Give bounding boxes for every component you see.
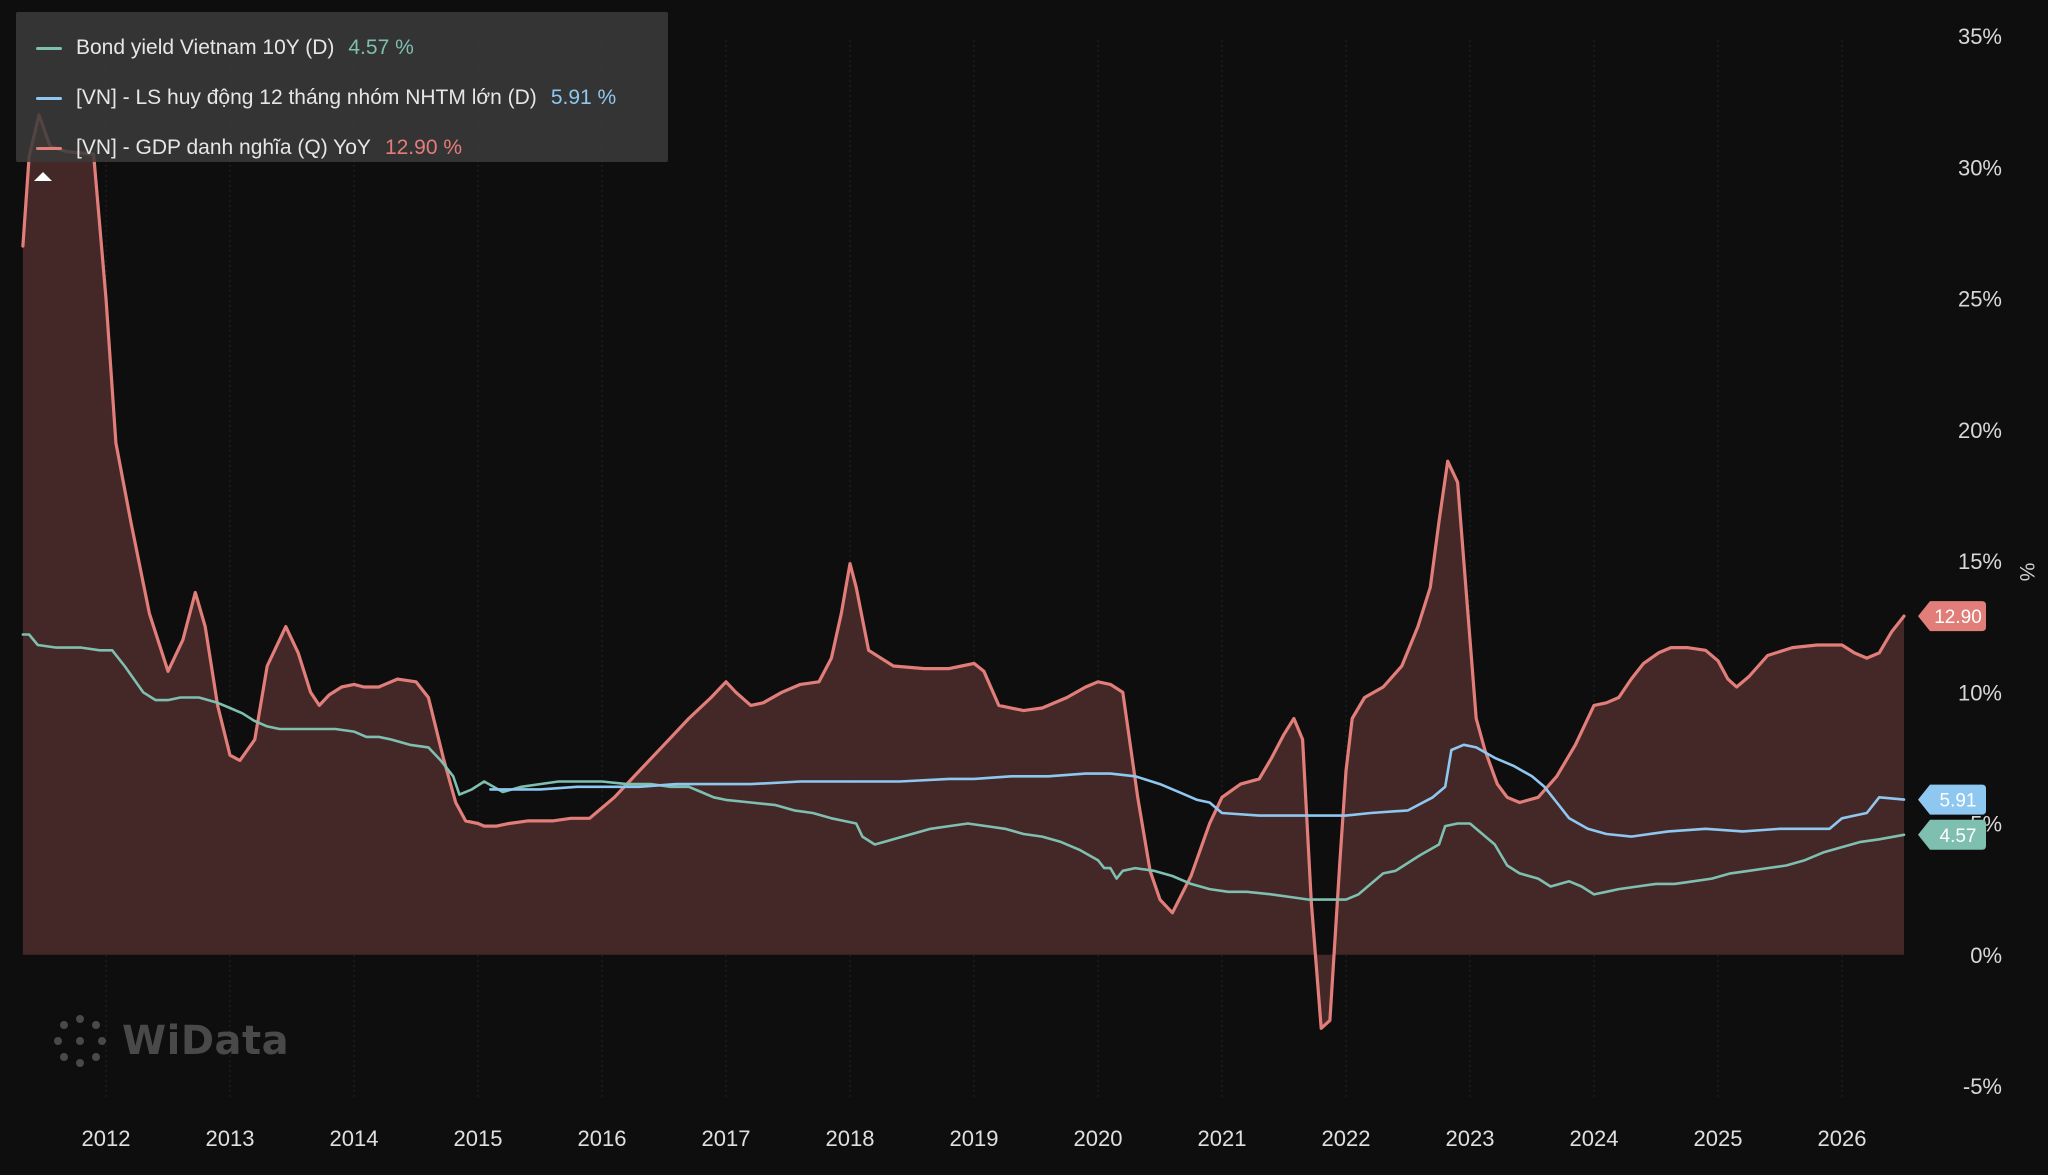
x-tick-label: 2013 <box>206 1126 255 1151</box>
legend-item-bond-yield[interactable]: Bond yield Vietnam 10Y (D) 4.57 % <box>36 33 414 63</box>
legend-value: 5.91 % <box>550 86 617 109</box>
series-line-deposit-rate[interactable] <box>489 743 1906 838</box>
legend-value: 12.90 % <box>384 136 463 159</box>
last-value-badge-shape <box>1918 819 1986 850</box>
last-value-badge-gdp: 12.90 <box>1918 601 1986 632</box>
x-tick-label: 2020 <box>1074 1126 1123 1151</box>
y-tick-label: 35% <box>1958 24 2002 49</box>
x-tick-label: 2012 <box>82 1126 131 1151</box>
x-tick-label: 2021 <box>1198 1126 1247 1151</box>
legend-item-gdp[interactable]: [VN] - GDP danh nghĩa (Q) YoY 12.90 % <box>36 133 462 163</box>
x-tick-label: 2025 <box>1694 1126 1743 1151</box>
y-axis-label: % <box>2015 563 2038 582</box>
y-axis: 35%30%25%20%15%10%5%0%-5% <box>1958 24 2002 1099</box>
x-tick-label: 2017 <box>702 1126 751 1151</box>
collapse-legend-icon[interactable] <box>34 172 52 181</box>
legend-swatch-icon <box>36 146 62 150</box>
last-value-labels: 12.90 5.91 4.57 <box>1918 601 1986 850</box>
x-tick-label: 2019 <box>950 1126 999 1151</box>
y-tick-label: 15% <box>1958 549 2002 574</box>
legend-swatch-icon <box>36 46 62 50</box>
legend: Bond yield Vietnam 10Y (D) 4.57 % [VN] -… <box>16 12 668 162</box>
x-tick-label: 2022 <box>1322 1126 1371 1151</box>
legend-label: [VN] - LS huy động 12 tháng nhóm NHTM lớ… <box>76 86 537 109</box>
last-value-text: 5.91 <box>1940 791 1977 812</box>
x-tick-label: 2026 <box>1818 1126 1867 1151</box>
watermark-text: WiData <box>122 1018 290 1064</box>
y-tick-label: 30% <box>1958 155 2002 180</box>
last-value-badge-bond-yield: 4.57 <box>1918 819 1986 850</box>
last-value-badge-shape <box>1918 601 1986 632</box>
last-value-badge-deposit-rate: 5.91 <box>1918 784 1986 815</box>
x-tick-label: 2023 <box>1446 1126 1495 1151</box>
y-tick-label: 10% <box>1958 680 2002 705</box>
widata-logo-icon <box>54 1015 106 1067</box>
last-value-badge-shape <box>1918 784 1986 815</box>
y-tick-label: 0% <box>1970 943 2002 968</box>
series-line-gdp[interactable] <box>21 113 1906 1030</box>
legend-value: 4.57 % <box>348 36 414 59</box>
series-area-gdp <box>22 114 1904 1029</box>
x-tick-label: 2024 <box>1570 1126 1619 1151</box>
gdp-area <box>22 114 1904 1029</box>
x-tick-label: 2018 <box>826 1126 875 1151</box>
legend-swatch-icon <box>36 96 62 100</box>
x-axis: 2012 2013 2014 2015 2016 2017 2018 2019 2020 2021… <box>82 1126 1867 1151</box>
legend-label: Bond yield Vietnam 10Y (D) <box>76 36 335 59</box>
x-tick-label: 2014 <box>330 1126 379 1151</box>
legend-item-deposit-rate[interactable]: [VN] - LS huy động 12 tháng nhóm NHTM lớ… <box>36 83 616 113</box>
y-tick-label: -5% <box>1963 1074 2002 1099</box>
last-value-text: 12.90 <box>1934 607 1982 628</box>
y-tick-label: 20% <box>1958 418 2002 443</box>
x-tick-label: 2016 <box>578 1126 627 1151</box>
legend-label: [VN] - GDP danh nghĩa (Q) YoY <box>76 136 371 159</box>
watermark: WiData <box>52 1010 289 1072</box>
series-line-bond-yield[interactable] <box>21 633 1906 901</box>
x-tick-label: 2015 <box>454 1126 503 1151</box>
last-value-text: 4.57 <box>1940 826 1977 847</box>
y-tick-label: 25% <box>1958 287 2002 312</box>
series-lines <box>21 113 1906 1030</box>
